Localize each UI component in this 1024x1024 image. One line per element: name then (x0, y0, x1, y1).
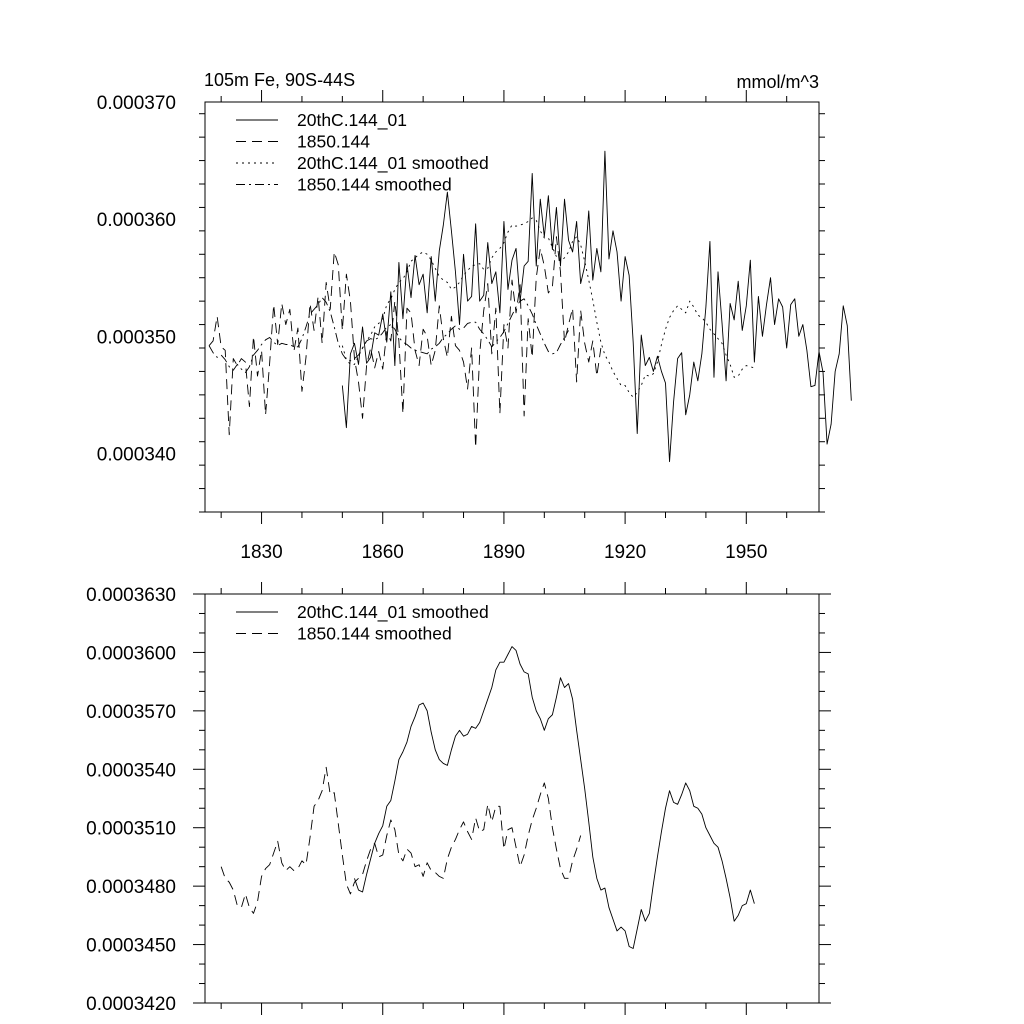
y-tick-label: 0.0003630 (86, 585, 176, 606)
series-line-20thc-144-01-smoothed (341, 217, 755, 398)
y-tick-label: 0.0003480 (86, 877, 176, 898)
legend-label: 1850.144 smoothed (297, 175, 452, 195)
y-tick-label: 0.0003450 (86, 936, 176, 957)
legend-label: 20thC.144_01 smoothed (297, 602, 489, 623)
y-tick-label: 0.0003420 (86, 994, 176, 1015)
x-tick-label: 1830 (240, 542, 282, 563)
y-tick-label: 0.000340 (97, 444, 176, 465)
x-tick-label: 1950 (725, 542, 767, 563)
top-panel: 1830 1860 1890 1920 1950 0.000340 0.000350 0.00… (97, 70, 852, 563)
plot-frame (204, 593, 820, 1004)
y-tick-label: 0.000350 (97, 327, 176, 348)
series-line-20thc-144-01 (341, 150, 852, 463)
y-tick-label: 0.0003600 (86, 643, 176, 664)
series-line-1850-144-smoothed (208, 297, 569, 374)
y-tick-label: 0.0003570 (86, 702, 176, 723)
y-tick-label: 0.0003540 (86, 760, 176, 781)
legend-label: 20thC.144_01 (297, 110, 407, 131)
legend-label: 20thC.144_01 smoothed (297, 153, 489, 174)
bottom-panel: 0.0003420 0.0003450 0.0003480 0.0003510 0.00… (86, 582, 831, 1015)
series-line-1850-144 (208, 236, 602, 449)
plot-frame (204, 101, 820, 513)
legend-label: 1850.144 (297, 132, 370, 152)
series-line-20thc-144-01-smoothed (354, 646, 755, 949)
series-line-1850-144-smoothed (220, 766, 582, 914)
y-tick-label: 0.000360 (97, 210, 176, 231)
x-tick-label: 1920 (604, 542, 646, 563)
x-tick-label: 1890 (483, 542, 525, 563)
chart-title: 105m Fe, 90S-44S (204, 70, 355, 90)
y-tick-label: 0.0003510 (86, 819, 176, 840)
x-tick-label: 1860 (362, 542, 404, 563)
y-tick-label: 0.000370 (97, 93, 176, 114)
legend-label: 1850.144 smoothed (297, 624, 452, 644)
units-label: mmol/m^3 (737, 72, 819, 92)
